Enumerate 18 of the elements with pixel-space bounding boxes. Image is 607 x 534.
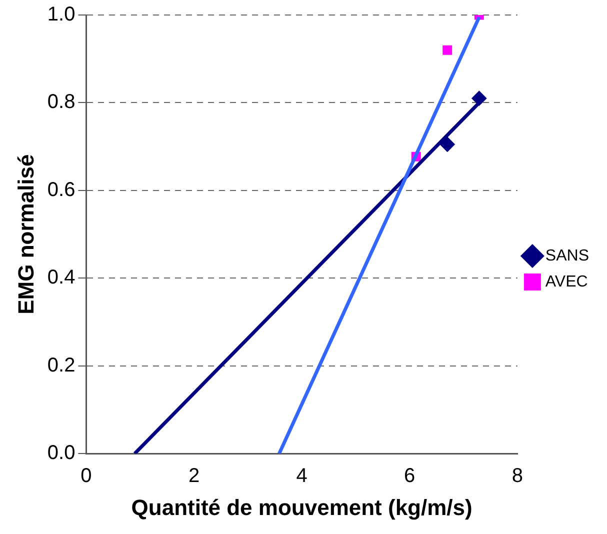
y-tick-label: 0.2 [47, 354, 76, 376]
point [472, 90, 487, 106]
legend-label: AVEC [545, 273, 588, 290]
point [442, 45, 452, 55]
y-tick-label: 0.0 [47, 442, 76, 464]
y-tick-label: 0.6 [47, 178, 76, 201]
x-axis-title: Quantité de mouvement (kg/m/s) [131, 494, 472, 520]
y-tick-label: 0.8 [47, 91, 76, 114]
y-axis-title: EMG normalisé [13, 154, 38, 314]
y-tick-label: 0.4 [47, 266, 76, 289]
x-tick-label: 0 [80, 465, 92, 488]
point [440, 136, 455, 152]
x-tick-label: 2 [188, 465, 200, 488]
x-tick-label: 6 [404, 465, 416, 488]
x-tick-label: 8 [512, 465, 523, 488]
legend-label: SANS [545, 247, 590, 264]
x-tick-label: 4 [296, 465, 308, 488]
y-tick-label: 1.0 [47, 4, 76, 26]
